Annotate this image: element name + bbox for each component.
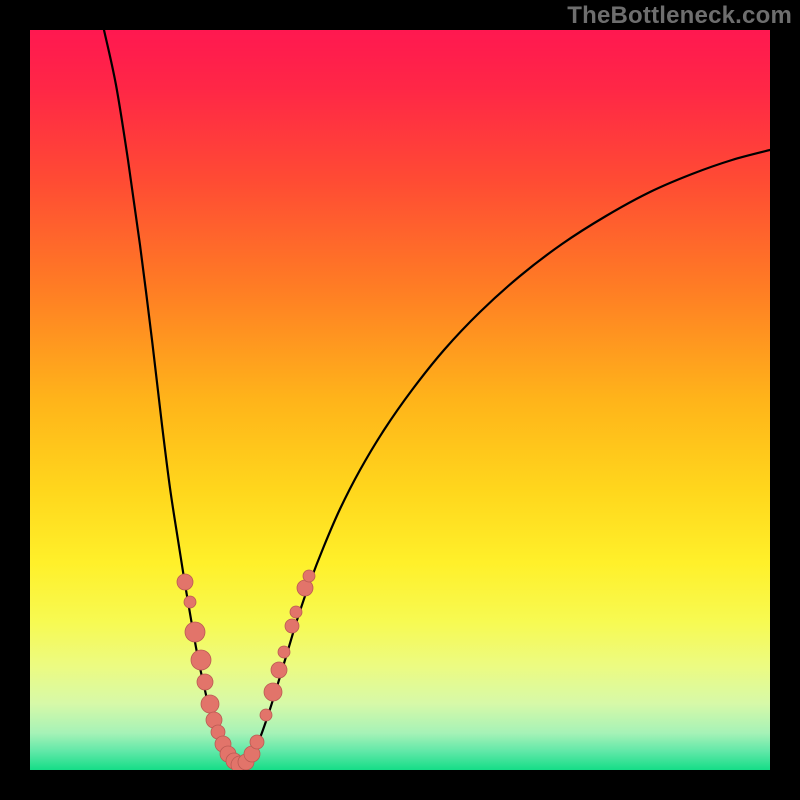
- curve-marker: [278, 646, 290, 658]
- curve-marker: [197, 674, 213, 690]
- curve-marker: [297, 580, 313, 596]
- curve-marker: [191, 650, 211, 670]
- curve-marker: [184, 596, 196, 608]
- curve-marker: [264, 683, 282, 701]
- curve-marker: [303, 570, 315, 582]
- curve-marker: [201, 695, 219, 713]
- chart-svg: [30, 30, 770, 770]
- curve-marker: [250, 735, 264, 749]
- curve-marker: [285, 619, 299, 633]
- curve-marker: [260, 709, 272, 721]
- plot-area: [30, 30, 770, 770]
- gradient-background: [30, 30, 770, 770]
- curve-marker: [271, 662, 287, 678]
- watermark-text: TheBottleneck.com: [567, 2, 792, 30]
- curve-marker: [177, 574, 193, 590]
- curve-marker: [185, 622, 205, 642]
- curve-marker: [290, 606, 302, 618]
- chart-outer: TheBottleneck.com: [0, 0, 800, 800]
